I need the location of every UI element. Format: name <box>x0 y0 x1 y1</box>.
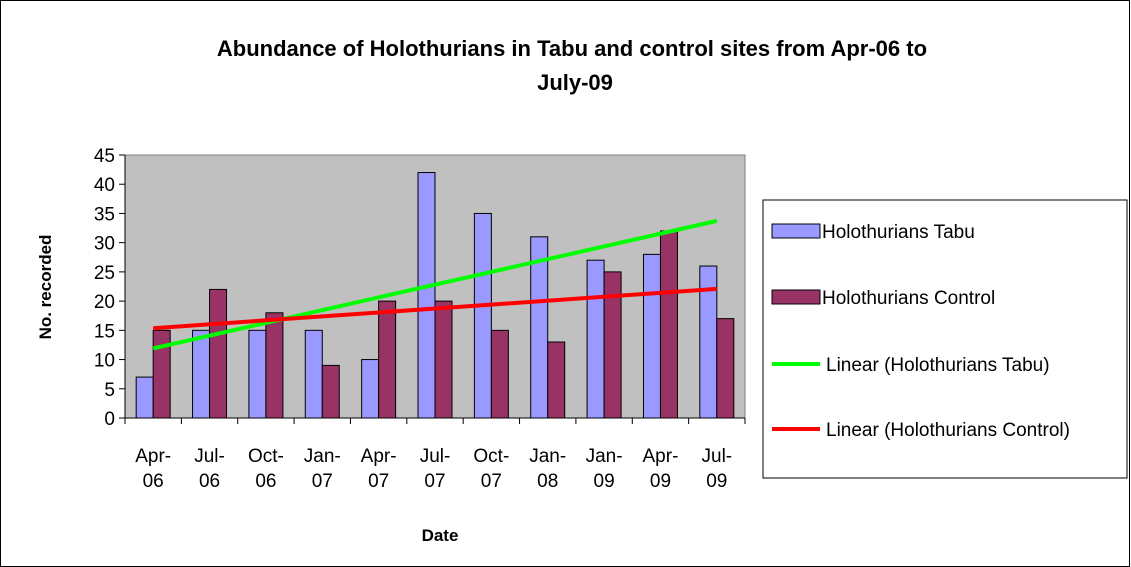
y-tick-label: 40 <box>94 175 115 196</box>
text-line: Jul- <box>420 446 451 467</box>
x-tick-label: Jul- 09 <box>702 446 733 492</box>
legend-swatch <box>771 223 821 239</box>
x-axis-label: Date <box>422 526 459 545</box>
y-tick-label: 0 <box>104 409 115 430</box>
text-line: 09 <box>594 471 615 492</box>
x-tick-label: Apr- 07 <box>361 446 397 492</box>
text-line: Abundance of Holothurians in Tabu and co… <box>217 36 933 61</box>
legend-label: Holothurians Tabu <box>822 222 975 243</box>
text-line: July-09 <box>537 70 613 95</box>
text-line: Oct- <box>248 446 284 467</box>
bar <box>304 329 323 419</box>
bar <box>417 172 436 419</box>
bar <box>473 212 492 419</box>
bar <box>490 329 509 419</box>
text-line: Apr- <box>361 446 397 467</box>
y-tick-label: 30 <box>94 234 115 255</box>
bar <box>265 312 284 419</box>
text-line: Oct- <box>473 446 509 467</box>
x-tick-label: Jan- 08 <box>529 446 566 492</box>
text-line: 07 <box>424 471 445 492</box>
text-line: Jan- <box>304 446 341 467</box>
bar <box>642 253 661 419</box>
legend-label: Linear (Holothurians Tabu) <box>826 355 1050 376</box>
bar <box>603 271 622 419</box>
x-tick-label: Jan- 07 <box>304 446 341 492</box>
bar <box>209 288 228 419</box>
legend-box <box>762 199 1128 479</box>
bar <box>378 300 397 419</box>
text-line: 06 <box>143 471 164 492</box>
bar <box>192 329 211 419</box>
x-tick-label: Oct- 06 <box>248 446 284 492</box>
text-line: Jul- <box>194 446 225 467</box>
trend-line <box>153 286 717 331</box>
text-line: Jan- <box>586 446 623 467</box>
bar <box>321 364 340 419</box>
bar <box>659 230 678 419</box>
text-line: Linear (Holothurians Tabu) <box>826 355 1050 376</box>
bar <box>248 329 267 419</box>
x-tick-label: Jan- 09 <box>586 446 623 492</box>
bar <box>547 341 566 419</box>
x-tick-label: Jul- 06 <box>194 446 225 492</box>
y-tick-label: 5 <box>104 380 115 401</box>
x-tick-label: Apr- 09 <box>643 446 679 492</box>
y-axis-label: No. recorded <box>36 235 55 340</box>
text-line: Apr- <box>135 446 171 467</box>
text-line: Linear (Holothurians Control) <box>826 420 1070 441</box>
bar <box>586 259 605 419</box>
text-line: 07 <box>312 471 333 492</box>
text-line: 08 <box>537 471 558 492</box>
text-line: 07 <box>368 471 389 492</box>
legend-swatch <box>771 289 821 305</box>
x-tick-label: Apr- 06 <box>135 446 171 492</box>
y-tick-label: 10 <box>94 351 115 372</box>
bar <box>434 300 453 419</box>
y-tick-label: 45 <box>94 146 115 167</box>
y-tick-label: 35 <box>94 204 115 225</box>
y-tick-label: 20 <box>94 292 115 313</box>
text-line: 09 <box>706 471 727 492</box>
legend-label: Linear (Holothurians Control) <box>826 420 1070 441</box>
bar <box>135 376 154 419</box>
bar <box>152 329 171 419</box>
y-tick-label: 15 <box>94 321 115 342</box>
text-line: Apr- <box>643 446 679 467</box>
legend-label: Holothurians Control <box>822 288 995 309</box>
x-tick-label: Oct- 07 <box>473 446 509 492</box>
bar <box>716 318 735 419</box>
x-tick-label: Jul- 07 <box>420 446 451 492</box>
trend-line <box>152 218 718 351</box>
text-line: 06 <box>199 471 220 492</box>
bar <box>361 359 380 419</box>
text-line: Jul- <box>702 446 733 467</box>
chart-title: Abundance of Holothurians in Tabu and co… <box>217 36 933 95</box>
bar <box>530 236 549 419</box>
text-line: 06 <box>255 471 276 492</box>
text-line: Jan- <box>529 446 566 467</box>
text-line: 09 <box>650 471 671 492</box>
y-tick-label: 25 <box>94 263 115 284</box>
text-line: 07 <box>481 471 502 492</box>
